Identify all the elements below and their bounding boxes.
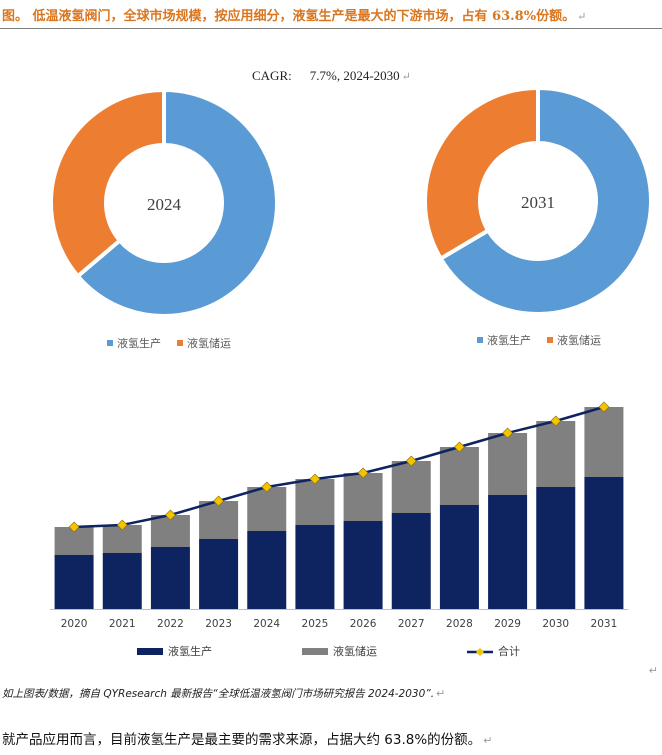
paragraph-mark-icon: ↵ [483, 734, 493, 747]
x-tick-label-2025: 2025 [302, 618, 329, 630]
pie-center-label-2031: 2031 [521, 193, 555, 212]
total-marker-2024 [261, 481, 273, 493]
total-marker-2020 [68, 521, 80, 533]
total-marker-2030 [550, 415, 562, 427]
cagr-annotation: CAGR: 7.7%, 2024-2030 ↵ [252, 68, 411, 84]
cagr-label: CAGR: [252, 68, 292, 83]
x-tick-label-2022: 2022 [157, 618, 184, 630]
x-tick-label-2027: 2027 [398, 618, 425, 630]
legend-label-2031-1: 液氢储运 [557, 333, 601, 347]
legend-label-production: 液氢生产 [168, 644, 212, 658]
figure-title: 图。 低温液氢阀门，全球市场规模，按应用细分，液氢生产是最大的下游市场，占有 6… [2, 5, 586, 24]
legend-swatch-production [137, 648, 163, 655]
legend-label-2024-1: 液氢储运 [187, 336, 231, 350]
x-tick-label-2029: 2029 [494, 618, 521, 630]
source-text: 如上图表/数据，摘自 QYResearch 最新报告“全球低温液氢阀门市场研究报… [2, 688, 435, 700]
source-note: 如上图表/数据，摘自 QYResearch 最新报告“全球低温液氢阀门市场研究报… [2, 686, 445, 701]
bar-production-2031 [584, 477, 624, 609]
total-marker-2023 [213, 495, 225, 507]
cagr-value: 7.7%, 2024-2030 [309, 68, 400, 83]
bar-storage-2031 [584, 407, 624, 477]
total-marker-2029 [502, 427, 514, 439]
total-marker-2028 [453, 441, 465, 453]
total-marker-2021 [116, 519, 128, 531]
x-tick-label-2024: 2024 [253, 618, 280, 630]
bar-storage-2023 [199, 501, 239, 539]
legend-label-2024-0: 液氢生产 [117, 336, 161, 350]
bar-production-2021 [102, 553, 142, 609]
legend-label-2031-0: 液氢生产 [487, 333, 531, 347]
bar-storage-2025 [295, 479, 335, 525]
bar-storage-2028 [439, 447, 479, 505]
bar-production-2029 [488, 495, 528, 609]
legend-swatch-2024-0 [107, 340, 113, 346]
figure-title-bar: 图。 低温液氢阀门，全球市场规模，按应用细分，液氢生产是最大的下游市场，占有 6… [0, 0, 662, 29]
total-marker-2026 [357, 467, 369, 479]
legend-label-storage: 液氢储运 [333, 644, 377, 658]
x-tick-label-2028: 2028 [446, 618, 473, 630]
bar-production-2022 [150, 547, 190, 609]
total-marker-2022 [164, 509, 176, 521]
figure-title-text: 图。 低温液氢阀门，全球市场规模，按应用细分，液氢生产是最大的下游市场，占有 6… [2, 9, 576, 24]
bar-production-2020 [54, 555, 94, 609]
total-marker-2025 [309, 473, 321, 485]
bar-storage-2030 [536, 421, 576, 487]
bar-storage-2024 [247, 487, 287, 531]
bar-production-2030 [536, 487, 576, 609]
bar-storage-2027 [391, 461, 431, 513]
x-tick-label-2026: 2026 [350, 618, 377, 630]
legend-swatch-2031-1 [547, 337, 553, 343]
bar-production-2028 [439, 505, 479, 609]
pie-center-label-2024: 2024 [147, 195, 182, 214]
paragraph-mark-icon: ↵ [648, 664, 658, 677]
x-tick-label-2021: 2021 [109, 618, 136, 630]
bar-production-2025 [295, 525, 335, 609]
legend-swatch-2024-1 [177, 340, 183, 346]
bar-production-2023 [199, 539, 239, 609]
x-tick-label-2020: 2020 [61, 618, 88, 630]
pie-slice-2031-0 [437, 85, 653, 316]
x-tick-label-2030: 2030 [542, 618, 569, 630]
legend-swatch-storage [302, 648, 328, 655]
summary-text: 就产品应用而言，目前液氢生产是最主要的需求来源，占据大约 63.8%的份额。 [2, 732, 482, 748]
pie-slice-2024-0 [75, 87, 279, 318]
paragraph-mark-icon: ↵ [436, 687, 446, 700]
bar-storage-2026 [343, 473, 383, 521]
bar-production-2024 [247, 531, 287, 609]
total-line [74, 405, 605, 529]
x-tick-label-2031: 2031 [591, 618, 618, 630]
bar-storage-2029 [488, 433, 528, 495]
bar-production-2027 [391, 513, 431, 609]
pie-slice-2024-1 [49, 87, 166, 279]
legend-marker-total [476, 648, 484, 656]
legend-label-total: 合计 [498, 644, 520, 658]
bar-production-2026 [343, 521, 383, 609]
total-marker-2031 [598, 401, 610, 413]
pie-slice-2031-1 [423, 85, 540, 262]
paragraph-mark-icon: ↵ [401, 71, 411, 83]
paragraph-mark-icon: ↵ [577, 10, 587, 23]
total-marker-2027 [405, 455, 417, 467]
summary-paragraph: 就产品应用而言，目前液氢生产是最主要的需求来源，占据大约 63.8%的份额。 ↵ [2, 728, 492, 748]
legend-swatch-2031-0 [477, 337, 483, 343]
x-tick-label-2023: 2023 [205, 618, 232, 630]
